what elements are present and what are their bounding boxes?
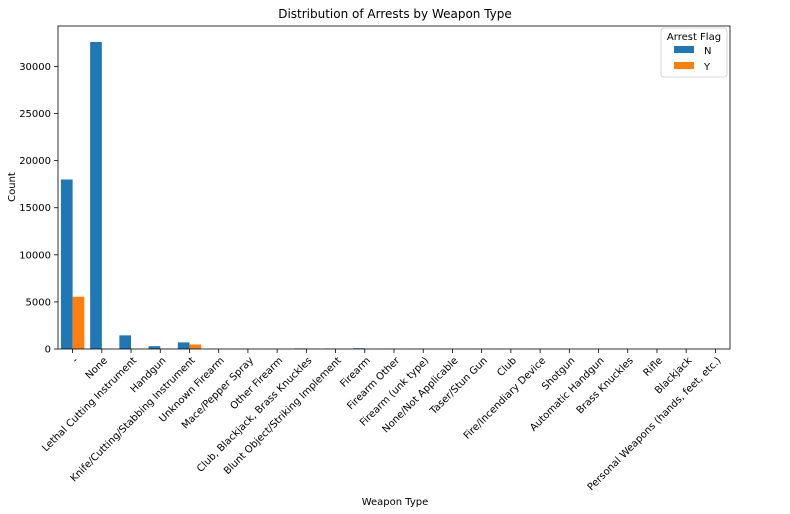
bar-n-1 — [90, 42, 102, 349]
x-tick-label: Brass Knuckles — [575, 355, 636, 416]
legend-label-n: N — [704, 46, 711, 57]
x-tick-label: Rifle — [642, 355, 665, 378]
bar-y-0 — [72, 296, 85, 349]
legend-swatch-n — [674, 46, 694, 53]
legend: Arrest Flag N Y — [660, 27, 728, 78]
y-tick-label: 5000 — [26, 297, 51, 308]
x-tick-label: Other Firearm — [228, 355, 285, 412]
y-tick-label: 10000 — [19, 250, 51, 261]
x-tick-label: - — [70, 355, 81, 366]
bar-n-4 — [177, 342, 190, 349]
y-axis-label: Count — [7, 172, 18, 202]
bar-n-3 — [148, 346, 161, 349]
y-tick-label: 25000 — [19, 109, 51, 120]
y-axis: 0 5000 10000 15000 20000 25000 30000 — [19, 62, 58, 356]
y-tick-label: 30000 — [19, 62, 51, 73]
x-tick-label: Club — [495, 355, 519, 379]
legend-label-y: Y — [703, 62, 711, 73]
x-axis-label: Weapon Type — [362, 497, 429, 508]
x-tick-label: None — [84, 355, 110, 381]
y-tick-label: 20000 — [19, 156, 51, 167]
legend-title: Arrest Flag — [667, 32, 721, 43]
y-tick-label: 15000 — [19, 203, 51, 214]
bar-n-0 — [60, 179, 73, 349]
bar-n-2 — [119, 335, 132, 349]
bar-y-4 — [189, 344, 202, 349]
chart-title: Distribution of Arrests by Weapon Type — [278, 7, 512, 21]
plot-frame — [57, 25, 731, 350]
y-tick-label: 0 — [45, 345, 51, 356]
bars-group — [60, 42, 728, 349]
legend-swatch-y — [674, 62, 694, 69]
